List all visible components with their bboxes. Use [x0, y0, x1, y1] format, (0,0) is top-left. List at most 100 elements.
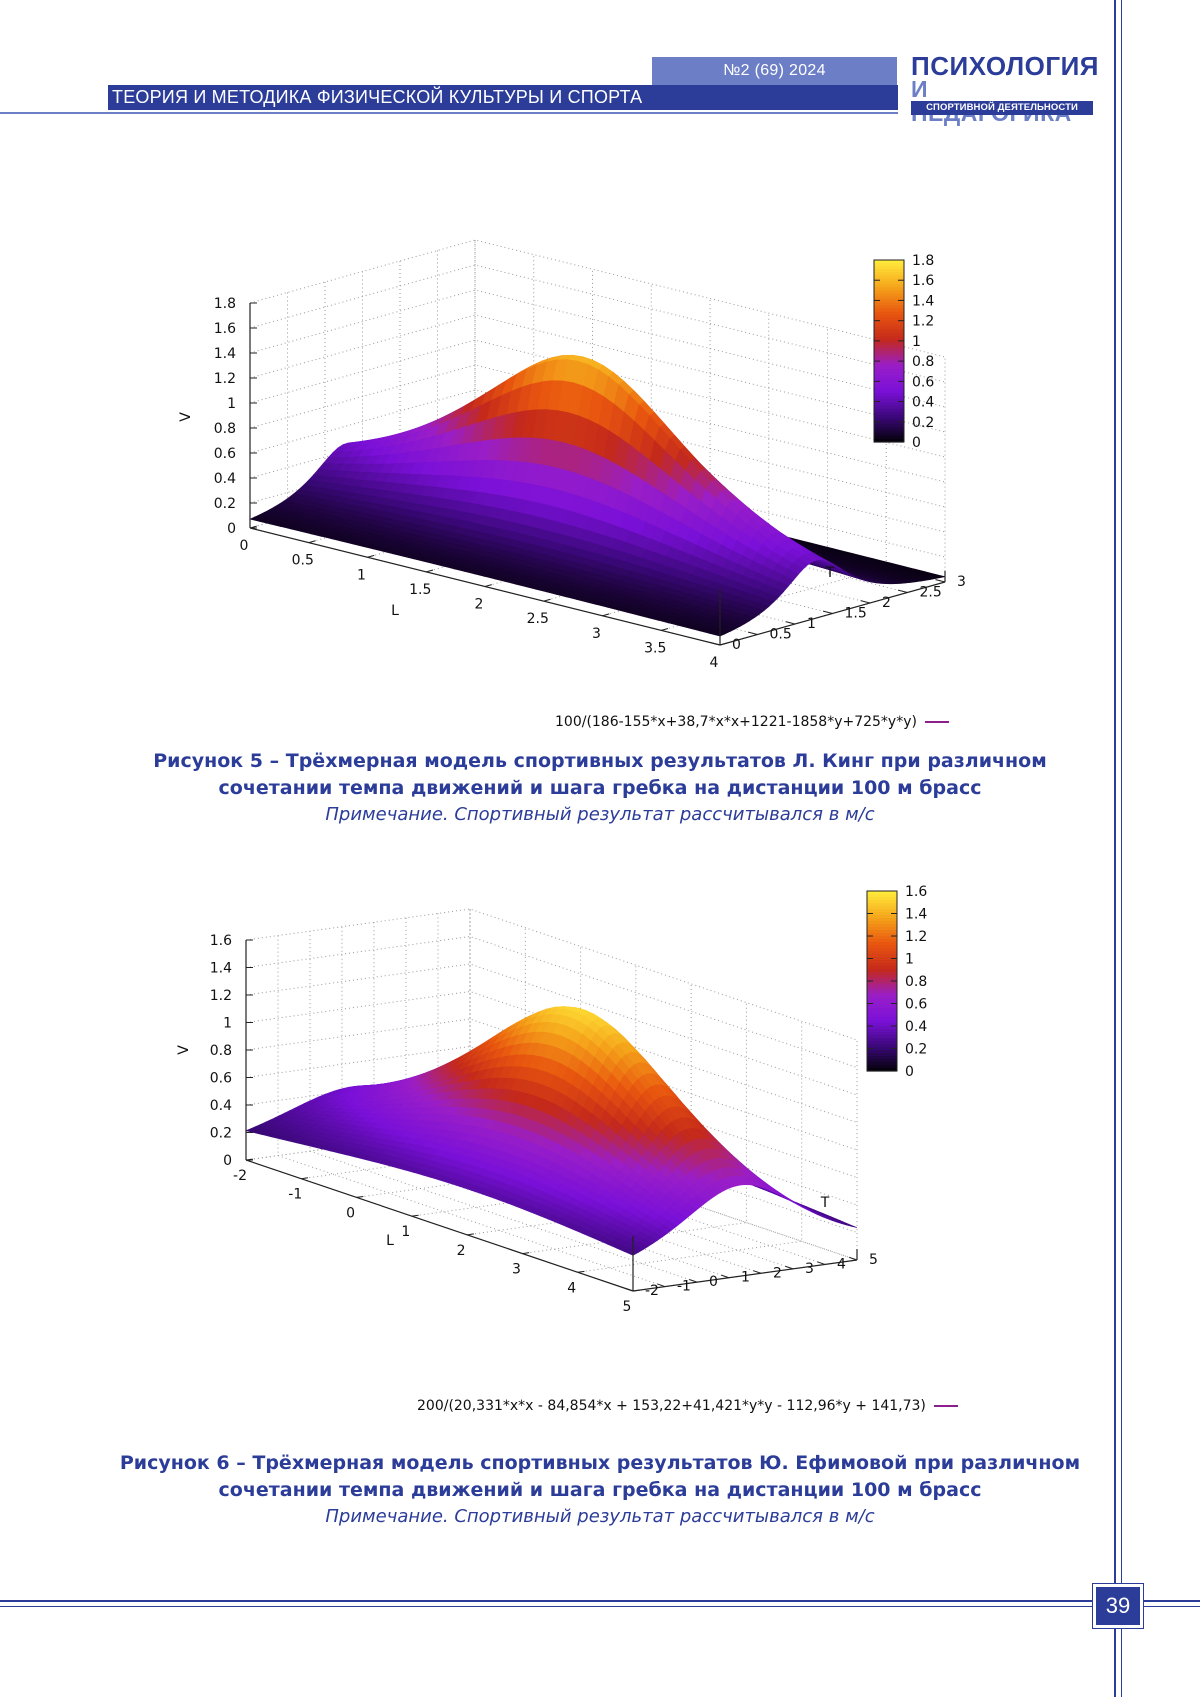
colorbar-tick-label: 0.6 — [905, 997, 927, 1013]
z-tick-label: 0.2 — [210, 1126, 232, 1142]
x-tick — [309, 541, 316, 543]
colorbar-tick-label: 1 — [905, 952, 914, 968]
colorbar: 00.20.40.60.811.21.41.61.8 — [874, 253, 934, 451]
y-tick — [625, 1288, 633, 1291]
caption-6: Рисунок 6 – Трёхмерная модель спортивных… — [100, 1450, 1100, 1530]
caption-6-title-line2: сочетании темпа движений и шага гребка н… — [100, 1477, 1100, 1504]
logo-line3: СПОРТИВНОЙ ДЕЯТЕЛЬНОСТИ — [911, 101, 1093, 115]
x-tick-label: 1.5 — [409, 582, 431, 598]
z-tick-label: 0.2 — [214, 496, 236, 512]
issue-number: №2 (69) 2024 — [652, 57, 897, 85]
x-tick — [522, 1253, 529, 1254]
colorbar-tick-label: 0 — [912, 435, 921, 451]
y-tick-label: 4 — [837, 1256, 846, 1272]
journal-logo: ПСИХОЛОГИЯ И ПЕДАГОГИКА СПОРТИВНОЙ ДЕЯТЕ… — [905, 52, 1090, 117]
x-tick-label: 2 — [457, 1243, 466, 1259]
x-tick-label: 4 — [710, 655, 719, 671]
y-tick-label: 2 — [882, 595, 891, 611]
x-axis-label: L — [391, 603, 399, 619]
y-tick — [753, 1271, 761, 1274]
y-tick-label: 1 — [741, 1270, 750, 1286]
formula-6: 200/(20,331*x*x - 84,854*x + 153,22+41,4… — [417, 1397, 958, 1415]
x-tick — [633, 1290, 640, 1291]
z-tick-label: 0.4 — [214, 471, 236, 487]
y-tick-label: 3 — [805, 1261, 814, 1277]
y-tick-label: 3 — [957, 574, 966, 590]
x-tick-label: 0.5 — [292, 553, 314, 569]
surface — [250, 355, 945, 636]
y-tick — [861, 601, 870, 603]
colorbar-tick-label: 0.8 — [912, 354, 934, 370]
z-tick-label: 1.4 — [210, 961, 232, 977]
y-tick — [817, 1262, 825, 1265]
z-axis-label: V — [176, 1045, 192, 1055]
logo-line1: ПСИХОЛОГИЯ — [911, 52, 1099, 80]
colorbar-tick-label: 0 — [905, 1064, 914, 1080]
caption-5-title-line2: сочетании темпа движений и шага гребка н… — [100, 775, 1100, 802]
z-tick-label: 0 — [223, 1153, 232, 1169]
colorbar-tick-label: 0.2 — [905, 1042, 927, 1058]
colorbar-tick-label: 1.6 — [905, 884, 927, 900]
z-tick-label: 0.8 — [214, 421, 236, 437]
caption-6-title-line1: Рисунок 6 – Трёхмерная модель спортивных… — [100, 1450, 1100, 1477]
z-tick-label: 0 — [227, 521, 236, 537]
z-tick-label: 1.2 — [210, 988, 232, 1004]
z-tick-label: 1.6 — [214, 321, 236, 337]
surface-plot-5: 00.20.40.60.811.21.41.61.800.511.522.533… — [170, 185, 1020, 725]
y-tick — [785, 1266, 793, 1269]
y-tick-label: -2 — [645, 1283, 659, 1299]
colorbar-tick-label: 0.8 — [905, 974, 927, 990]
colorbar-tick-label: 1.2 — [905, 929, 927, 945]
caption-5: Рисунок 5 – Трёхмерная модель спортивных… — [100, 748, 1100, 828]
x-tick-label: -1 — [288, 1187, 302, 1203]
surface-plot-6: 00.20.40.60.811.21.41.6-2-1012345-2-1012… — [170, 870, 1020, 1410]
y-tick — [721, 1275, 729, 1278]
y-tick-label: 2.5 — [920, 585, 942, 601]
x-tick — [467, 1234, 474, 1235]
z-tick-label: 1.6 — [210, 933, 232, 949]
x-tick-label: 2 — [475, 597, 484, 613]
colorbar-tick-label: 0.6 — [912, 374, 934, 390]
z-tick-label: 1.4 — [214, 346, 236, 362]
colorbar-tick-label: 0.2 — [912, 415, 934, 431]
frame-vline-outer — [1114, 0, 1116, 1697]
formula-5-text: 100/(186-155*x+38,7*x*x+1221-1858*y+725*… — [555, 714, 917, 730]
y-tick-label: 0 — [709, 1274, 718, 1290]
z-tick-label: 0.6 — [214, 446, 236, 462]
formula-5: 100/(186-155*x+38,7*x*x+1221-1858*y+725*… — [555, 713, 949, 731]
y-tick-label: 2 — [773, 1265, 782, 1281]
y-tick-label: 1.5 — [845, 606, 867, 622]
x-tick-label: 4 — [567, 1280, 576, 1296]
y-tick-label: -1 — [677, 1279, 691, 1295]
colorbar-tick-label: 1.2 — [912, 314, 934, 330]
y-tick — [849, 1257, 857, 1260]
x-tick-label: 3 — [512, 1262, 521, 1278]
z-tick-label: 1 — [223, 1016, 232, 1032]
colorbar-tick-label: 1.4 — [912, 293, 934, 309]
y-tick — [711, 643, 720, 645]
z-tick-label: 1 — [227, 396, 236, 412]
x-tick — [301, 1178, 308, 1179]
caption-5-title-line1: Рисунок 5 – Трёхмерная модель спортивных… — [100, 748, 1100, 775]
caption-5-note: Примечание. Спортивный результат рассчит… — [100, 802, 1100, 828]
x-tick-label: 2.5 — [527, 611, 549, 627]
y-tick — [748, 632, 757, 634]
x-tick-label: 3 — [592, 626, 601, 642]
x-tick — [661, 628, 668, 630]
x-tick-label: 0 — [240, 538, 249, 554]
colorbar-tick-label: 1.4 — [905, 907, 927, 923]
x-tick-label: 1 — [357, 567, 366, 583]
colorbar-tick-label: 1 — [912, 334, 921, 350]
y-tick — [786, 622, 795, 624]
x-tick — [368, 555, 375, 557]
figure-6: 00.20.40.60.811.21.41.6-2-1012345-2-1012… — [170, 870, 1020, 1430]
x-tick-label: 3.5 — [644, 640, 666, 656]
y-tick — [936, 580, 945, 582]
x-tick — [426, 570, 433, 572]
page-number: 39 — [1096, 1587, 1140, 1625]
surface — [246, 1006, 857, 1255]
frame-vline-inner — [1121, 0, 1122, 1697]
y-tick — [898, 590, 907, 592]
caption-6-note: Примечание. Спортивный результат рассчит… — [100, 1504, 1100, 1530]
x-tick — [544, 599, 551, 601]
